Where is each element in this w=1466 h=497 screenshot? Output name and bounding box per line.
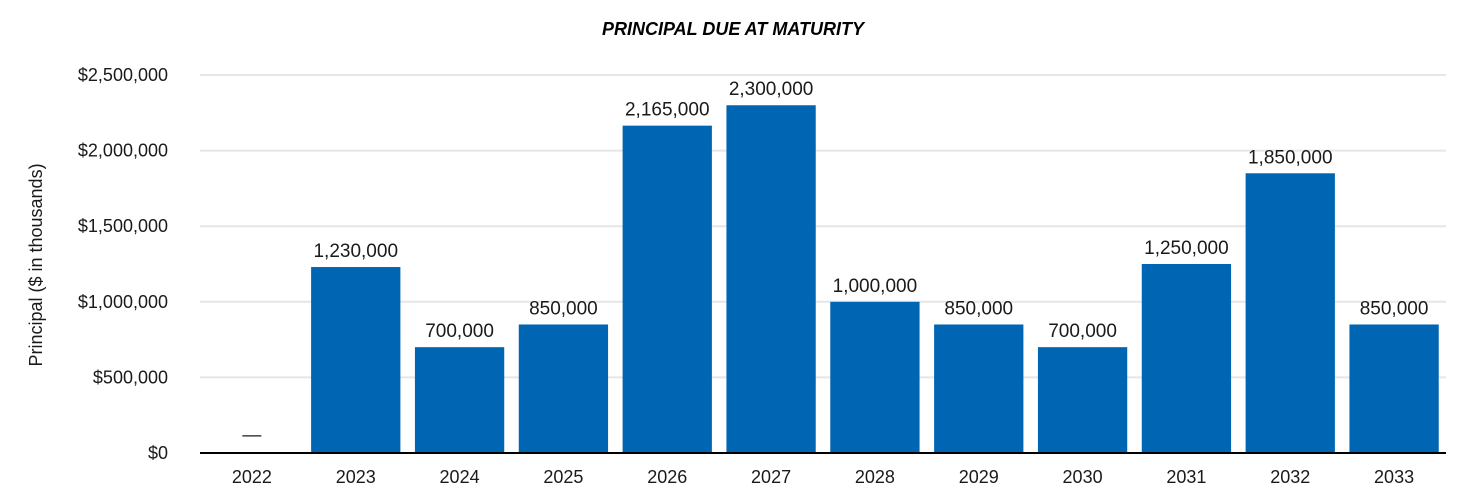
data-label-2029: 850,000 bbox=[944, 298, 1013, 319]
data-label-2032: 1,850,000 bbox=[1248, 147, 1333, 168]
x-tick-label: 2023 bbox=[336, 467, 376, 487]
y-tick-label: $500,000 bbox=[93, 367, 168, 387]
data-label-2025: 850,000 bbox=[529, 298, 598, 319]
data-label-2033: 850,000 bbox=[1360, 298, 1429, 319]
bars bbox=[311, 105, 1439, 454]
x-tick-label: 2030 bbox=[1063, 467, 1103, 487]
y-tick-label: $1,000,000 bbox=[78, 292, 168, 312]
x-tick-label: 2026 bbox=[647, 467, 687, 487]
data-label-2026: 2,165,000 bbox=[625, 100, 710, 121]
y-tick-label: $2,500,000 bbox=[78, 65, 168, 85]
bar-2026 bbox=[622, 125, 712, 453]
data-label-2031: 1,250,000 bbox=[1144, 238, 1229, 259]
x-tick-label: 2029 bbox=[959, 467, 999, 487]
data-label-2030: 700,000 bbox=[1048, 321, 1117, 342]
x-tick-label: 2033 bbox=[1374, 467, 1414, 487]
x-tick-label: 2028 bbox=[855, 467, 895, 487]
bar-2024 bbox=[414, 347, 505, 453]
x-tick-label: 2024 bbox=[440, 467, 480, 487]
x-tick-label: 2032 bbox=[1270, 467, 1310, 487]
y-tick-label: $0 bbox=[148, 443, 168, 463]
x-axis-ticks: 2022 2023 2024 2025 2026 2027 2028 2029 2030 2031… bbox=[232, 467, 1414, 487]
y-axis-label: Principal ($ in thousands) bbox=[26, 163, 46, 366]
x-tick-label: 2031 bbox=[1166, 467, 1206, 487]
bar-2025 bbox=[518, 324, 609, 453]
x-tick-label: 2025 bbox=[543, 467, 583, 487]
gridlines bbox=[200, 74, 1446, 379]
bar-2023 bbox=[311, 267, 401, 453]
y-axis-ticks: $0 $500,000 $1,000,000 $1,500,000 $2,000,000… bbox=[78, 65, 168, 463]
bar-2031 bbox=[1141, 264, 1232, 453]
data-label-2022: — bbox=[242, 425, 261, 446]
y-tick-label: $2,000,000 bbox=[78, 141, 168, 161]
data-labels: — 1,230,000 700,000 850,000 2,165,000 2,300,0… bbox=[242, 79, 1428, 446]
bar-2029 bbox=[934, 324, 1024, 453]
bar-2027 bbox=[726, 105, 816, 454]
data-label-2024: 700,000 bbox=[425, 321, 494, 342]
x-tick-label: 2022 bbox=[232, 467, 272, 487]
data-label-2028: 1,000,000 bbox=[833, 276, 918, 297]
y-tick-label: $1,500,000 bbox=[78, 216, 168, 236]
bar-2032 bbox=[1245, 173, 1335, 453]
data-label-2027: 2,300,000 bbox=[729, 79, 814, 100]
bar-2030 bbox=[1037, 347, 1128, 453]
bar-2028 bbox=[830, 301, 920, 453]
chart-title: PRINCIPAL DUE AT MATURITY bbox=[602, 19, 866, 39]
bar-2033 bbox=[1349, 324, 1439, 453]
data-label-2023: 1,230,000 bbox=[313, 241, 398, 262]
x-tick-label: 2027 bbox=[751, 467, 791, 487]
